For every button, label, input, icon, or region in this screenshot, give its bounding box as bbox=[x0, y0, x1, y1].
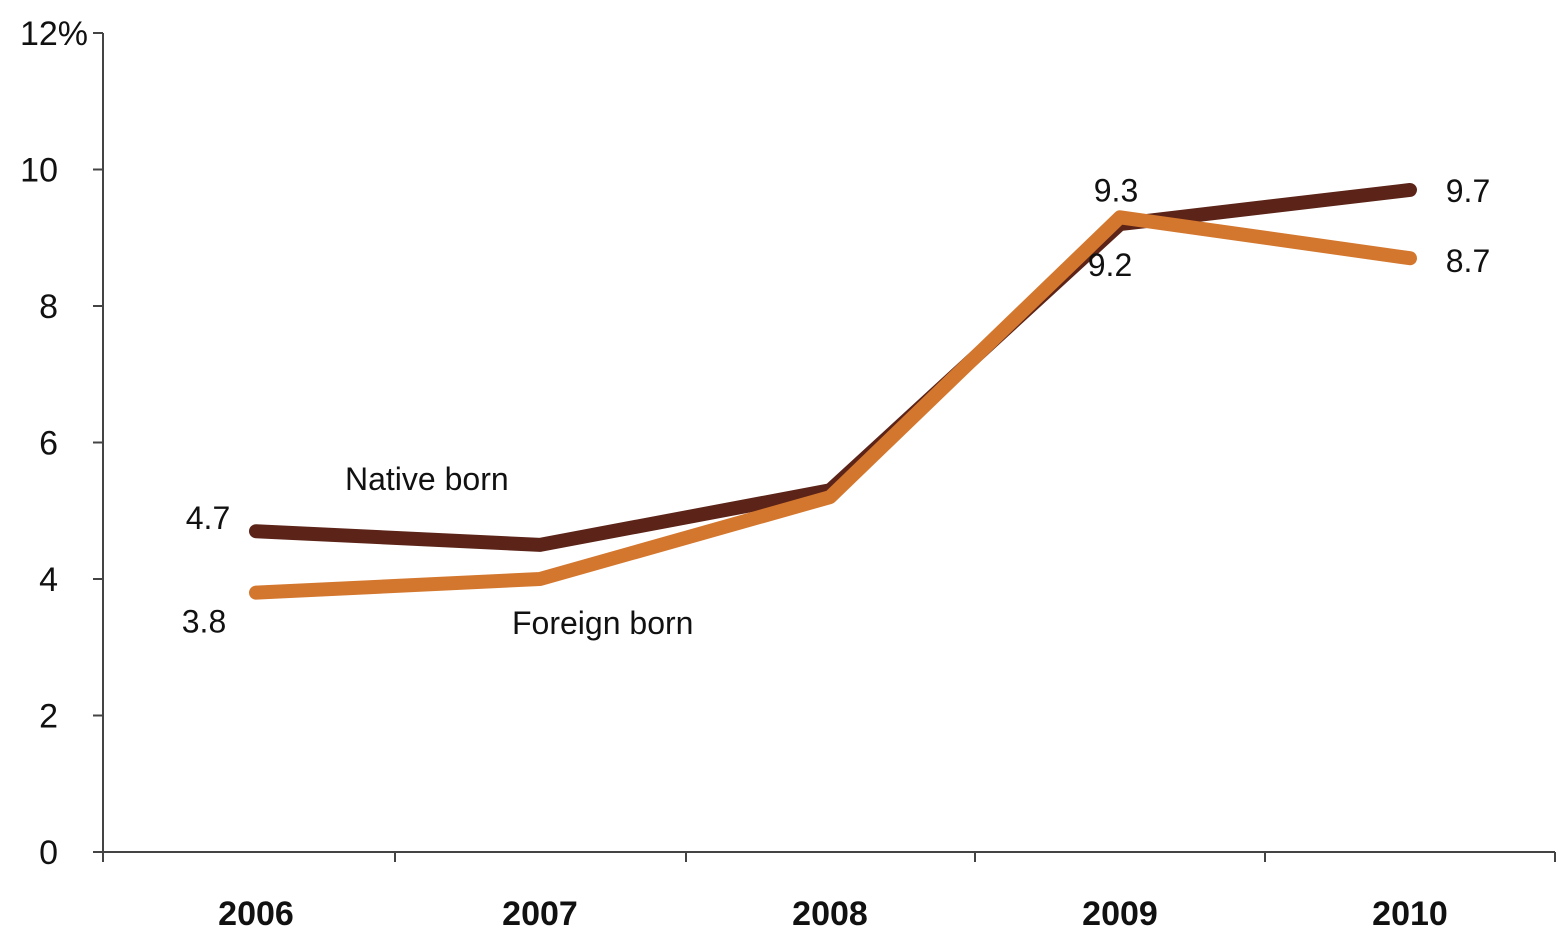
y-tick-label-6: 12% bbox=[20, 15, 88, 53]
y-ticks: 0 2 4 6 8 10 12% bbox=[20, 15, 103, 872]
data-label-native-born-2010: 9.7 bbox=[1446, 173, 1490, 209]
series-lines bbox=[249, 182, 1417, 600]
x-ticks: 2006 2007 2008 2009 2010 bbox=[102, 852, 1556, 930]
series-label-native-born: Native born bbox=[345, 461, 509, 497]
x-tick-label-2010: 2010 bbox=[1372, 895, 1448, 930]
y-tick-label-5: 10 bbox=[20, 152, 58, 190]
data-label-foreign-born-2009: 9.3 bbox=[1094, 172, 1138, 208]
x-tick-label-2007: 2007 bbox=[502, 895, 578, 930]
data-labels: 4.7 9.2 9.7 3.8 9.3 8.7 bbox=[182, 172, 1490, 639]
y-tick-label-3: 6 bbox=[39, 425, 58, 463]
data-label-foreign-born-2006: 3.8 bbox=[182, 604, 226, 640]
y-tick-label-1: 2 bbox=[39, 698, 58, 736]
series-name-labels: Native born Foreign born bbox=[345, 461, 693, 641]
data-label-foreign-born-2010: 8.7 bbox=[1446, 243, 1490, 279]
y-axis: 0 2 4 6 8 10 12% bbox=[20, 15, 104, 872]
data-label-native-born-2006: 4.7 bbox=[186, 500, 230, 536]
x-tick-label-2008: 2008 bbox=[792, 895, 868, 930]
x-tick-label-2009: 2009 bbox=[1082, 895, 1158, 930]
x-tick-label-2006: 2006 bbox=[218, 895, 294, 930]
y-tick-label-4: 8 bbox=[39, 288, 58, 326]
series-label-foreign-born: Foreign born bbox=[512, 605, 693, 641]
x-axis: 2006 2007 2008 2009 2010 bbox=[102, 851, 1556, 930]
y-tick-label-2: 4 bbox=[39, 561, 58, 599]
series-line-foreign-born bbox=[249, 210, 1417, 600]
data-label-native-born-2009: 9.2 bbox=[1088, 247, 1132, 283]
y-tick-label-0: 0 bbox=[39, 834, 58, 872]
